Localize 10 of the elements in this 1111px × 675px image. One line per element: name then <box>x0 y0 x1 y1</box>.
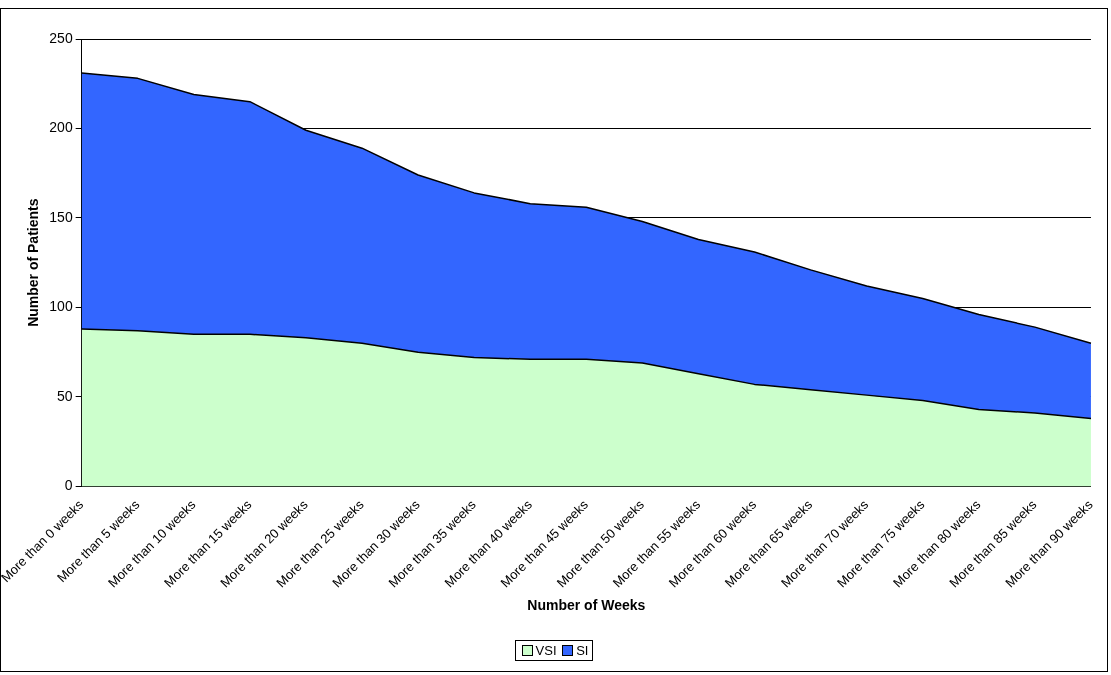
y-axis-title: Number of Patients <box>24 198 41 327</box>
y-tick-label: 150 <box>49 208 73 225</box>
legend-label: VSI <box>535 643 557 658</box>
y-tick-label: 250 <box>49 29 73 46</box>
legend-label: SI <box>576 643 589 658</box>
y-tick-label: 50 <box>57 387 73 404</box>
y-tick-label: 200 <box>49 119 73 136</box>
x-axis-title: Number of Weeks <box>527 597 646 614</box>
y-tick-label: 100 <box>49 298 73 315</box>
y-tick-label: 0 <box>64 477 73 494</box>
